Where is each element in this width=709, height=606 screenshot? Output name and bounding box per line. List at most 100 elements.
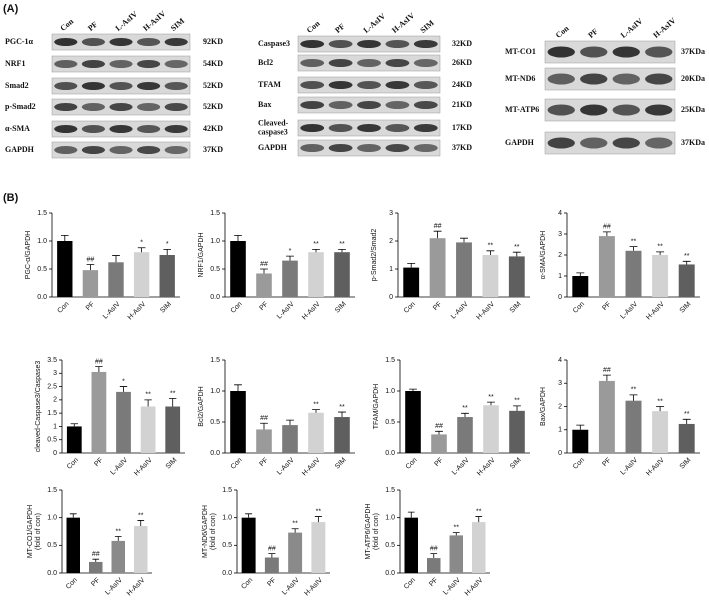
y-axis-label: (fold of con)	[373, 513, 380, 550]
significance: **	[339, 241, 345, 248]
error-bar	[234, 235, 242, 241]
bar	[89, 561, 103, 573]
error-bar	[312, 409, 320, 413]
lane-label: L-AsIV	[362, 11, 388, 35]
bar	[598, 236, 615, 297]
row-label: MT-ATP6	[505, 105, 539, 114]
y-tick-label: 2	[53, 397, 57, 404]
blot-band	[54, 38, 78, 46]
error-bar	[119, 386, 128, 392]
x-tick-label: L-AsIV	[619, 457, 639, 477]
error-bar	[312, 249, 320, 253]
blot-strip	[544, 131, 676, 155]
y-tick-label: 0.0	[210, 294, 220, 301]
blot-band	[547, 137, 575, 149]
significance: ##	[430, 545, 438, 552]
bar	[678, 423, 695, 453]
x-tick-label: PF	[90, 577, 101, 588]
y-tick-label: 0.0	[385, 570, 395, 577]
significance: **	[145, 392, 151, 399]
lane-label: PF	[586, 27, 599, 40]
significance: **	[313, 401, 319, 408]
bar	[449, 535, 463, 573]
blot-band	[81, 146, 105, 154]
blot-band	[164, 82, 188, 90]
lane-label: H-AsIV	[141, 9, 167, 33]
x-tick-label: PF	[428, 577, 439, 588]
significance: **	[657, 398, 663, 405]
bar	[282, 260, 298, 297]
bar	[483, 405, 499, 453]
significance: **	[514, 244, 520, 251]
error-bar	[112, 255, 120, 263]
blot-band	[357, 124, 381, 132]
blot-band	[109, 60, 133, 68]
x-tick-label: H-AsIV	[127, 301, 148, 322]
bar	[456, 242, 472, 297]
error-bar	[656, 251, 665, 255]
blot-band	[137, 82, 161, 90]
blot-band	[300, 40, 325, 48]
significance: *	[122, 378, 125, 385]
blot-band	[413, 59, 438, 67]
error-bar	[95, 366, 103, 372]
row-label: Bax	[258, 100, 271, 109]
significance: **	[488, 243, 494, 250]
error-bar	[69, 513, 77, 518]
significance: **	[684, 411, 690, 418]
bar	[572, 429, 589, 453]
x-tick-label: PF	[266, 577, 277, 588]
bar	[288, 532, 303, 573]
x-tick-label: H-AsIV	[301, 301, 322, 322]
blot-band	[109, 38, 133, 46]
bar	[652, 411, 669, 453]
significance: ##	[87, 256, 95, 263]
blot-band	[413, 40, 438, 48]
y-axis-label: PGC-α/GAPDH	[25, 231, 32, 279]
error-bar	[291, 528, 299, 533]
error-bar	[486, 250, 495, 255]
significance: ##	[435, 423, 443, 430]
significance: **	[684, 253, 690, 260]
y-tick-label: 0.0	[385, 450, 395, 457]
bar	[282, 425, 298, 453]
bar	[334, 252, 350, 297]
error-bar	[629, 394, 638, 401]
row-label: MT-CO1	[505, 47, 536, 56]
error-bar	[92, 558, 100, 562]
bar	[678, 264, 695, 297]
y-axis-label: α-SMA/GAPDH	[540, 231, 547, 279]
y-tick-label: 3	[558, 380, 562, 387]
significance: **	[292, 521, 298, 528]
blot-band	[413, 81, 438, 89]
y-tick-label: 0.5	[222, 542, 232, 549]
bar	[308, 252, 324, 297]
y-tick-label: 1	[558, 427, 562, 434]
x-tick-label: H-AsIV	[133, 457, 154, 478]
bar	[572, 276, 589, 297]
y-tick-label: 0.0	[47, 570, 57, 577]
bar	[403, 267, 420, 297]
significance: ##	[95, 358, 103, 365]
y-tick-label: 4	[558, 210, 562, 217]
bar	[165, 406, 181, 453]
y-tick-label: 1	[53, 423, 57, 430]
bar	[405, 391, 421, 453]
x-tick-label: L-AsIV	[276, 457, 296, 477]
error-bar	[260, 268, 268, 274]
bar	[134, 525, 148, 573]
significance: ##	[260, 261, 268, 268]
x-tick-label: Con	[572, 301, 586, 315]
blot-band	[645, 46, 673, 58]
significance: **	[631, 238, 637, 245]
row-label: Caspase3	[258, 39, 290, 48]
blot-band	[612, 46, 640, 58]
significance: **	[462, 405, 468, 412]
y-tick-label: 0	[389, 294, 393, 301]
y-tick-label: 1	[558, 273, 562, 280]
bar	[66, 517, 80, 573]
band-size: 52KD	[203, 81, 223, 90]
error-bar	[137, 520, 145, 526]
error-bar	[512, 251, 521, 257]
